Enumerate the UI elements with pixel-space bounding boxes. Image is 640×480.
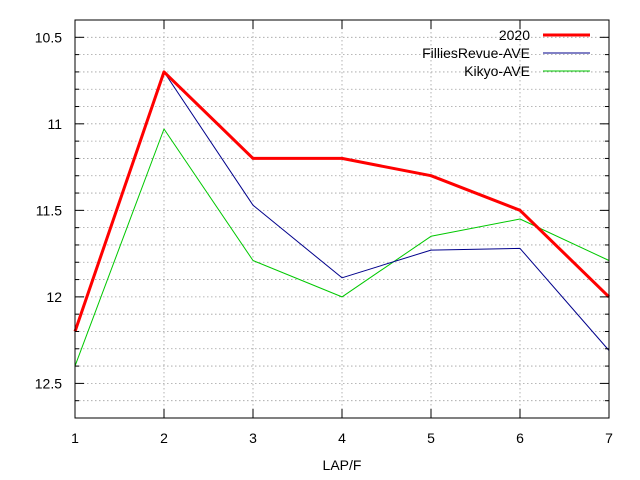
legend-label: Kikyo-AVE <box>464 63 530 79</box>
legend-label: FilliesRevue-AVE <box>422 45 530 61</box>
grid <box>75 20 609 418</box>
series-line-0 <box>73 70 611 332</box>
axis-ticks <box>74 20 610 418</box>
legend: 2020 FilliesRevue-AVE Kikyo-AVE <box>422 27 590 79</box>
y-tick-label: 11.5 <box>36 202 62 218</box>
x-tick-label: 7 <box>605 430 613 446</box>
legend-label: 2020 <box>499 27 530 43</box>
x-tick-label: 5 <box>427 430 435 446</box>
series-lines <box>73 70 611 367</box>
x-tick-label: 3 <box>249 430 257 446</box>
y-tick-labels: 10.5 11 11.5 12 12.5 <box>35 29 62 391</box>
y-tick-label: 12 <box>46 289 62 305</box>
x-tick-labels: 1 2 3 4 5 6 7 <box>71 430 613 446</box>
x-axis-label: LAP/F <box>323 457 362 473</box>
y-tick-label: 12.5 <box>35 375 62 391</box>
x-tick-label: 4 <box>338 430 346 446</box>
x-tick-label: 6 <box>516 430 524 446</box>
x-tick-label: 2 <box>160 430 168 446</box>
series-line-2 <box>74 128 610 367</box>
y-tick-label: 11 <box>47 116 62 132</box>
y-tick-label: 10.5 <box>35 29 62 45</box>
x-tick-label: 1 <box>71 430 79 446</box>
